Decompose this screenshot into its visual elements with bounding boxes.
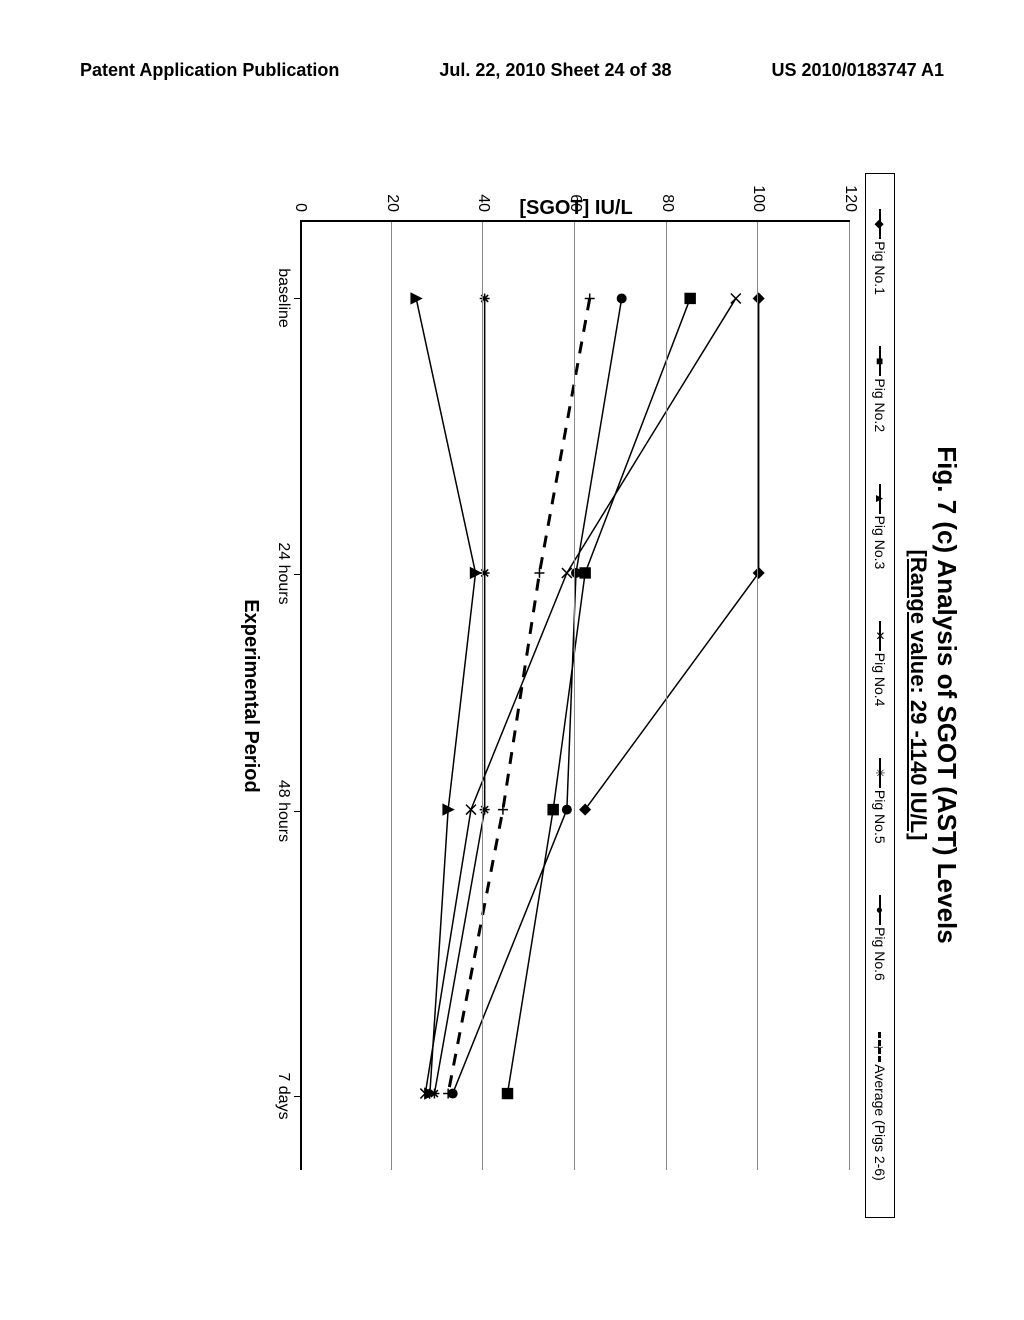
legend-label: Pig No.4 [872, 653, 888, 707]
legend-line-icon: ✕ [879, 621, 881, 651]
data-point-marker [685, 293, 695, 303]
legend-label: Pig No.6 [872, 927, 888, 981]
legend-item: ■ Pig No.2 [872, 346, 888, 432]
data-point-marker [548, 805, 558, 815]
chart-legend: ◆ Pig No.1 ■ Pig No.2 ▲ Pig No.3 ✕ Pig No.4 ✳ Pig… [865, 173, 895, 1218]
gridline [666, 222, 667, 1170]
data-point-marker [429, 1089, 439, 1099]
data-point-marker [731, 293, 741, 303]
chart-title-block: Fig. 7 (c) Analysis of SGOT (AST) Levels… [905, 145, 962, 1245]
legend-item: ＋ Average (Pigs 2-6) [872, 1032, 888, 1180]
legend-line-icon: ● [879, 895, 881, 925]
data-point-marker [503, 1089, 513, 1099]
data-point-marker [617, 293, 627, 303]
legend-marker-icon: ■ [874, 358, 886, 365]
legend-line-icon: ✳ [879, 758, 881, 788]
legend-label: Pig No.1 [872, 241, 888, 295]
legend-item: ◆ Pig No.1 [872, 209, 888, 295]
legend-line-icon: ■ [879, 346, 881, 376]
gridline [574, 222, 575, 1170]
y-tick-label: 120 [841, 185, 859, 222]
chart-svg [302, 222, 850, 1170]
y-tick-label: 100 [749, 185, 767, 222]
legend-line-icon: ＋ [879, 1032, 882, 1062]
legend-label: Average (Pigs 2-6) [872, 1064, 888, 1180]
header-right: US 2010/0183747 A1 [772, 60, 944, 81]
x-tick-mark [294, 1096, 300, 1097]
data-point-marker [580, 805, 590, 815]
legend-marker-icon: ◆ [874, 220, 886, 229]
legend-marker-icon: ＋ [873, 1041, 885, 1053]
data-point-marker [754, 293, 764, 303]
chart-container: Fig. 7 (c) Analysis of SGOT (AST) Levels… [62, 145, 962, 1245]
y-tick-label: 60 [566, 194, 584, 222]
y-tick-label: 0 [291, 203, 309, 222]
x-tick-mark [294, 811, 300, 812]
legend-label: Pig No.3 [872, 516, 888, 570]
y-tick-label: 40 [474, 194, 492, 222]
data-point-marker [498, 805, 508, 815]
data-point-marker [562, 805, 572, 815]
chart-title-main: Fig. 7 (c) Analysis of SGOT (AST) Levels [931, 145, 962, 1245]
legend-item: ● Pig No.6 [872, 895, 888, 981]
page-header: Patent Application Publication Jul. 22, … [0, 0, 1024, 101]
header-left: Patent Application Publication [80, 60, 339, 81]
data-point-marker [585, 293, 595, 303]
legend-item: ✳ Pig No.5 [872, 758, 888, 844]
legend-marker-icon: ✕ [874, 631, 886, 641]
x-axis-label: Experimental Period [239, 599, 262, 792]
gridline [391, 222, 392, 1170]
legend-item: ✕ Pig No.4 [872, 621, 888, 707]
legend-item: ▲ Pig No.3 [872, 484, 888, 570]
data-point-marker [480, 293, 490, 303]
y-tick-label: 80 [658, 194, 676, 222]
y-tick-label: 20 [383, 194, 401, 222]
data-point-marker [480, 805, 490, 815]
legend-label: Pig No.2 [872, 378, 888, 432]
data-point-marker [480, 568, 490, 578]
series-line [416, 298, 475, 1093]
data-point-marker [534, 568, 544, 578]
legend-line-icon: ▲ [879, 484, 881, 514]
legend-label: Pig No.5 [872, 790, 888, 844]
legend-marker-icon: ▲ [874, 493, 886, 505]
chart-title-sub: [Range value: 29 -1140 IU/L] [905, 145, 931, 1245]
header-center: Jul. 22, 2010 Sheet 24 of 38 [439, 60, 671, 81]
page-area: Fig. 7 (c) Analysis of SGOT (AST) Levels… [0, 120, 1024, 1270]
data-point-marker [571, 568, 581, 578]
x-tick-mark [294, 298, 300, 299]
series-line [453, 298, 622, 1093]
data-point-marker [562, 568, 572, 578]
data-point-marker [580, 568, 590, 578]
series-line [585, 298, 759, 809]
legend-line-icon: ◆ [879, 209, 881, 239]
legend-marker-icon: ✳ [874, 768, 886, 778]
legend-marker-icon: ● [874, 906, 886, 913]
chart-plot-area: [SGOT] IU/L Experimental Period 02040608… [300, 220, 850, 1170]
data-point-marker [754, 568, 764, 578]
gridline [849, 222, 850, 1170]
gridline [482, 222, 483, 1170]
gridline [757, 222, 758, 1170]
x-tick-mark [294, 574, 300, 575]
